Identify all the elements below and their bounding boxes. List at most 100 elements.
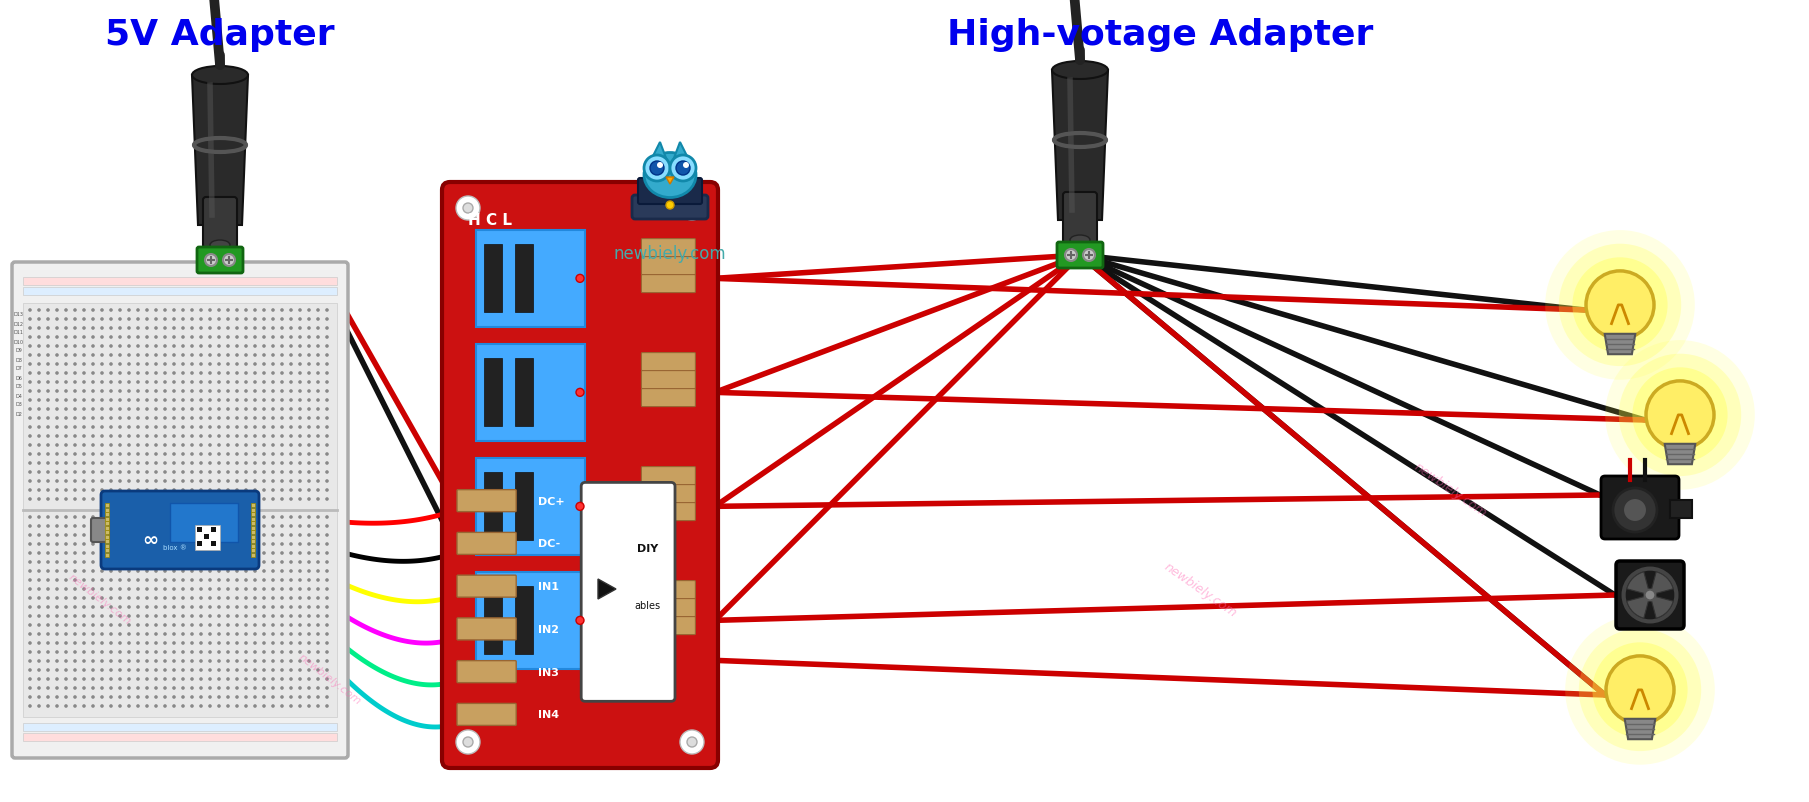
- Circle shape: [298, 407, 302, 411]
- Text: newbiely.com: newbiely.com: [297, 653, 364, 707]
- Circle shape: [271, 444, 275, 447]
- Circle shape: [127, 525, 130, 528]
- Circle shape: [253, 515, 257, 519]
- Circle shape: [47, 578, 51, 581]
- Circle shape: [127, 470, 130, 474]
- Circle shape: [38, 444, 42, 447]
- Circle shape: [172, 614, 175, 618]
- Circle shape: [271, 642, 275, 645]
- Ellipse shape: [644, 152, 696, 197]
- Circle shape: [56, 497, 60, 500]
- Circle shape: [262, 363, 266, 366]
- Circle shape: [190, 623, 194, 627]
- Circle shape: [271, 461, 275, 465]
- Circle shape: [127, 515, 130, 519]
- Bar: [251, 516, 255, 520]
- Circle shape: [172, 542, 175, 546]
- Circle shape: [72, 434, 76, 438]
- Circle shape: [56, 470, 60, 474]
- Circle shape: [217, 687, 221, 690]
- Circle shape: [308, 353, 311, 357]
- Circle shape: [217, 407, 221, 411]
- Circle shape: [145, 497, 148, 500]
- Circle shape: [99, 318, 103, 321]
- Circle shape: [217, 434, 221, 438]
- Circle shape: [199, 363, 203, 366]
- Circle shape: [136, 461, 139, 465]
- Circle shape: [154, 561, 157, 564]
- Circle shape: [253, 668, 257, 672]
- Bar: [105, 540, 109, 544]
- Circle shape: [145, 614, 148, 618]
- Circle shape: [154, 452, 157, 456]
- Circle shape: [235, 488, 239, 492]
- Circle shape: [63, 380, 67, 384]
- Circle shape: [127, 542, 130, 546]
- Circle shape: [280, 650, 284, 654]
- FancyBboxPatch shape: [458, 490, 516, 512]
- Circle shape: [326, 542, 329, 546]
- FancyBboxPatch shape: [642, 257, 695, 274]
- Circle shape: [136, 704, 139, 708]
- Circle shape: [145, 389, 148, 393]
- Circle shape: [63, 480, 67, 483]
- Circle shape: [81, 525, 85, 528]
- Circle shape: [63, 695, 67, 699]
- Circle shape: [253, 497, 257, 500]
- Circle shape: [199, 308, 203, 312]
- Circle shape: [72, 452, 76, 456]
- Circle shape: [280, 596, 284, 600]
- Circle shape: [181, 380, 185, 384]
- Circle shape: [29, 335, 33, 338]
- Circle shape: [253, 587, 257, 591]
- Circle shape: [235, 561, 239, 564]
- Circle shape: [326, 308, 329, 312]
- Circle shape: [29, 515, 33, 519]
- Circle shape: [326, 335, 329, 338]
- Circle shape: [90, 363, 94, 366]
- Circle shape: [271, 353, 275, 357]
- Circle shape: [253, 551, 257, 555]
- Ellipse shape: [1069, 235, 1091, 245]
- Circle shape: [118, 444, 121, 447]
- Circle shape: [262, 416, 266, 419]
- Circle shape: [38, 452, 42, 456]
- Circle shape: [90, 425, 94, 429]
- Circle shape: [226, 642, 230, 645]
- Circle shape: [244, 650, 248, 654]
- Circle shape: [253, 380, 257, 384]
- Circle shape: [47, 515, 51, 519]
- Circle shape: [63, 561, 67, 564]
- Circle shape: [280, 668, 284, 672]
- Circle shape: [253, 461, 257, 465]
- Circle shape: [109, 561, 112, 564]
- Text: newbiely.com: newbiely.com: [1161, 560, 1239, 620]
- Circle shape: [109, 434, 112, 438]
- Circle shape: [244, 632, 248, 636]
- Circle shape: [226, 497, 230, 500]
- Circle shape: [29, 561, 33, 564]
- Circle shape: [235, 434, 239, 438]
- Circle shape: [271, 695, 275, 699]
- Circle shape: [163, 318, 166, 321]
- Circle shape: [181, 308, 185, 312]
- Circle shape: [154, 687, 157, 690]
- Circle shape: [154, 425, 157, 429]
- Circle shape: [38, 344, 42, 348]
- Circle shape: [72, 515, 76, 519]
- Circle shape: [190, 380, 194, 384]
- Circle shape: [145, 353, 148, 357]
- Circle shape: [172, 525, 175, 528]
- Text: 5V Adapter: 5V Adapter: [105, 18, 335, 52]
- Circle shape: [308, 344, 311, 348]
- Circle shape: [271, 587, 275, 591]
- FancyBboxPatch shape: [642, 238, 695, 257]
- Circle shape: [163, 677, 166, 681]
- Circle shape: [289, 578, 293, 581]
- Circle shape: [81, 578, 85, 581]
- Bar: [105, 553, 109, 557]
- Circle shape: [72, 623, 76, 627]
- Polygon shape: [675, 142, 687, 158]
- Circle shape: [463, 737, 472, 747]
- Circle shape: [244, 525, 248, 528]
